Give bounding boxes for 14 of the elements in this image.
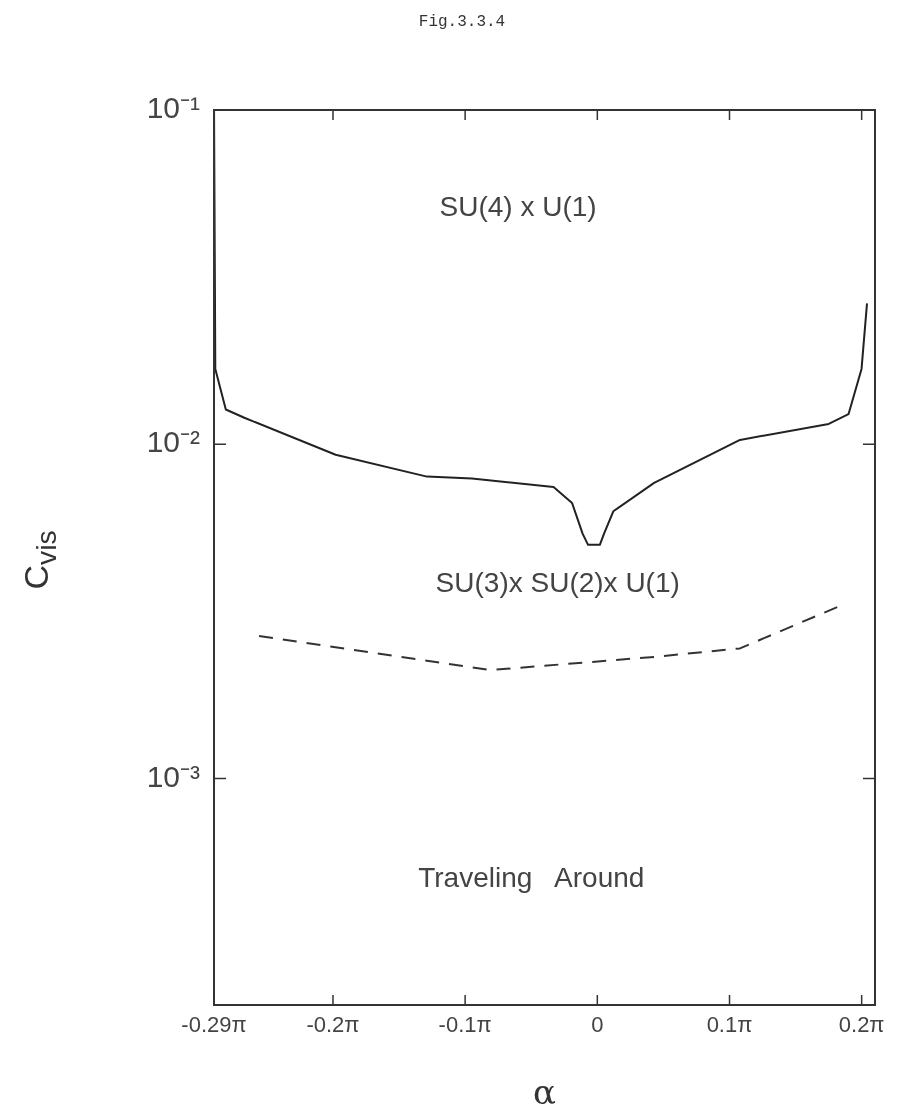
x-tick-label: -0.2π <box>306 1012 360 1038</box>
annotation: SU(3)x SU(2)x U(1) <box>435 567 680 599</box>
y-tick-label: 10⁻¹ <box>146 91 201 125</box>
chart-title: Fig.3.3.4 <box>418 13 506 32</box>
annotation: Traveling Around <box>418 862 645 894</box>
x-tick-label: -0.1π <box>438 1012 492 1038</box>
x-tick-label: -0.29π <box>181 1012 247 1038</box>
annotation: SU(4) x U(1) <box>439 191 597 223</box>
x-tick-label: 0 <box>591 1012 604 1038</box>
x-axis-title: α <box>533 1072 557 1113</box>
x-tick-label: 0.2π <box>838 1012 885 1038</box>
y-tick-label: 10⁻² <box>146 425 201 459</box>
y-tick-label: 10⁻³ <box>146 759 201 793</box>
x-tick-label: 0.1π <box>706 1012 753 1038</box>
